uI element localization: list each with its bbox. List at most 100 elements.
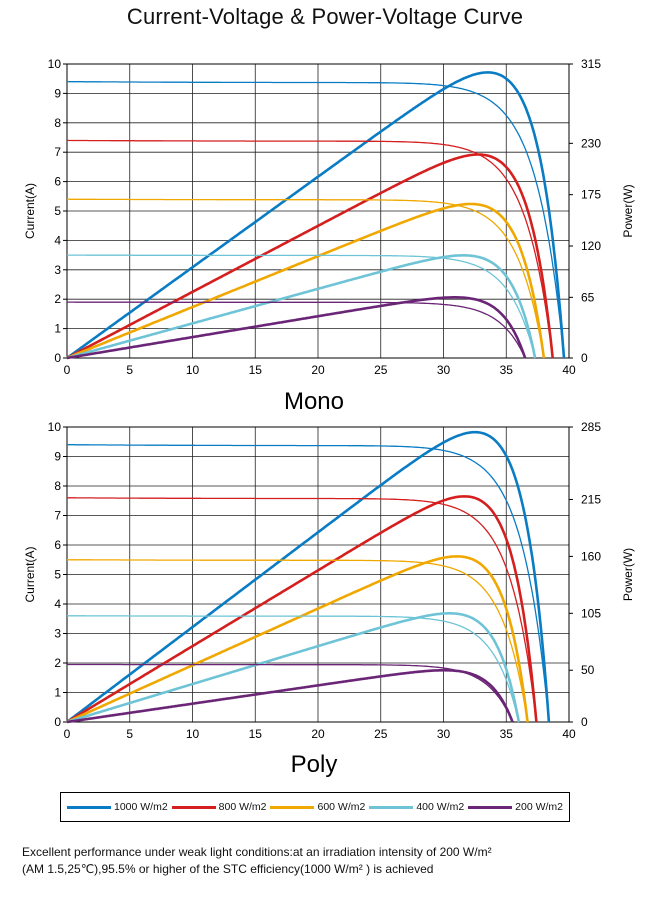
legend-item: 400 W/m2 bbox=[369, 801, 464, 813]
iv-curve-series bbox=[67, 139, 554, 359]
x-tick-label: 25 bbox=[374, 727, 388, 741]
y2-tick-label: 175 bbox=[581, 188, 601, 202]
legend-item: 1000 W/m2 bbox=[66, 801, 168, 813]
iv-curve-series bbox=[67, 301, 526, 359]
y2-tick-label: 65 bbox=[581, 290, 595, 304]
y-tick-label: 6 bbox=[54, 175, 61, 189]
y-tick-label: 0 bbox=[54, 351, 61, 365]
panel-title: Poly bbox=[291, 751, 338, 778]
y2-tick-label: 0 bbox=[581, 715, 588, 729]
iv-curve-series bbox=[67, 80, 565, 359]
y-axis-label: Current(A) bbox=[23, 546, 37, 602]
y2-tick-label: 120 bbox=[581, 239, 601, 253]
x-tick-label: 40 bbox=[562, 727, 576, 741]
x-tick-label: 5 bbox=[126, 727, 133, 741]
iv-curve-series bbox=[67, 254, 536, 359]
pv-curve-series bbox=[66, 295, 527, 360]
y-tick-label: 9 bbox=[54, 450, 61, 464]
x-tick-label: 15 bbox=[249, 727, 263, 741]
y2-tick-label: 315 bbox=[581, 57, 601, 71]
legend-label: 800 W/m2 bbox=[218, 801, 267, 813]
x-tick-label: 35 bbox=[500, 727, 514, 741]
y-tick-label: 10 bbox=[48, 420, 62, 434]
y2-tick-label: 285 bbox=[581, 420, 601, 434]
x-tick-label: 35 bbox=[500, 363, 514, 377]
pv-curve-series bbox=[66, 153, 554, 360]
x-tick-label: 20 bbox=[311, 363, 325, 377]
y2-axis-label: Power(W) bbox=[621, 548, 635, 601]
y-tick-label: 4 bbox=[54, 233, 61, 247]
y-tick-label: 1 bbox=[54, 322, 61, 336]
pv-curve-series bbox=[66, 202, 546, 360]
x-tick-label: 30 bbox=[437, 363, 451, 377]
y-tick-label: 1 bbox=[54, 686, 61, 700]
y-tick-label: 9 bbox=[54, 86, 61, 100]
legend-swatch bbox=[468, 805, 513, 809]
pv-curve-series bbox=[66, 555, 529, 724]
legend-swatch bbox=[369, 805, 414, 809]
legend-item: 600 W/m2 bbox=[270, 801, 365, 813]
y-tick-label: 2 bbox=[54, 292, 61, 306]
pv-curve-series bbox=[66, 495, 538, 724]
x-tick-label: 30 bbox=[437, 727, 451, 741]
x-tick-label: 0 bbox=[64, 363, 71, 377]
panel-title: Mono bbox=[284, 388, 344, 415]
footnote: Excellent performance under weak light c… bbox=[22, 844, 492, 878]
iv-curve-series bbox=[67, 559, 529, 723]
legend-swatch bbox=[171, 805, 216, 809]
iv-curve-series bbox=[67, 198, 545, 359]
y2-tick-label: 160 bbox=[581, 549, 601, 563]
y-tick-label: 10 bbox=[48, 57, 62, 71]
y-tick-label: 5 bbox=[54, 568, 61, 582]
chart-panel-mono: 0 5 10 15 20 25 30 35 40 0 1 2 3 4 5 6 7 8 9 10 0 65 120 175 230… bbox=[23, 57, 635, 415]
x-tick-label: 25 bbox=[374, 363, 388, 377]
pv-curve-series bbox=[66, 611, 521, 724]
y2-tick-label: 215 bbox=[581, 492, 601, 506]
y-tick-label: 3 bbox=[54, 627, 61, 641]
footnote-line-1: Excellent performance under weak light c… bbox=[22, 845, 492, 859]
pv-curve-series bbox=[66, 430, 551, 724]
pv-curve-series bbox=[66, 668, 514, 724]
legend-item: 800 W/m2 bbox=[171, 801, 267, 813]
y-axis-label: Current(A) bbox=[23, 183, 37, 239]
chart-canvas: 0 5 10 15 20 25 30 35 40012345678910065120175230… bbox=[23, 57, 635, 778]
y-tick-label: 0 bbox=[54, 715, 61, 729]
x-tick-label: 10 bbox=[186, 727, 200, 741]
legend-label: 600 W/m2 bbox=[317, 801, 366, 813]
y2-tick-label: 0 bbox=[581, 351, 588, 365]
y-tick-label: 8 bbox=[54, 116, 61, 130]
y2-tick-label: 105 bbox=[581, 606, 601, 620]
iv-curve-series bbox=[67, 663, 514, 723]
x-tick-label: 0 bbox=[64, 727, 71, 741]
chart-title: Current-Voltage & Power-Voltage Curve bbox=[126, 4, 524, 29]
iv-curve-series bbox=[67, 615, 520, 723]
y2-axis-label: Power(W) bbox=[621, 184, 635, 237]
legend-swatch bbox=[66, 805, 111, 809]
y-tick-label: 8 bbox=[54, 479, 61, 493]
legend-swatch bbox=[270, 805, 315, 809]
y-tick-label: 2 bbox=[54, 656, 61, 670]
x-tick-label: 10 bbox=[186, 363, 200, 377]
iv-curve-series bbox=[67, 497, 538, 723]
y-tick-label: 5 bbox=[54, 204, 61, 218]
footnote-line-2: (AM 1.5,25℃),95.5% or higher of the STC … bbox=[22, 862, 434, 876]
y2-tick-label: 230 bbox=[581, 136, 601, 150]
pv-curve-series bbox=[66, 254, 537, 360]
y-tick-label: 4 bbox=[54, 597, 61, 611]
x-tick-label: 15 bbox=[249, 363, 263, 377]
x-tick-label: 5 bbox=[126, 363, 133, 377]
y-tick-label: 3 bbox=[54, 263, 61, 277]
pv-curve-series bbox=[66, 71, 566, 360]
legend-item: 200 W/m2 bbox=[468, 801, 563, 813]
y-tick-label: 6 bbox=[54, 538, 61, 552]
x-tick-label: 20 bbox=[311, 727, 325, 741]
legend-label: 400 W/m2 bbox=[416, 801, 465, 813]
y-tick-label: 7 bbox=[54, 145, 61, 159]
legend: 1000 W/m2 800 W/m2 600 W/m2 400 W/m2 200 W/m… bbox=[60, 792, 570, 822]
y-tick-label: 7 bbox=[54, 509, 61, 523]
y2-tick-label: 50 bbox=[581, 663, 595, 677]
iv-curve-series bbox=[67, 444, 550, 723]
chart-panel-poly: 0 5 10 15 20 25 30 35 40 0 1 2 3 4 5 6 7 8 9 10 0 50 105 160 215… bbox=[23, 420, 635, 778]
x-tick-label: 40 bbox=[562, 363, 576, 377]
legend-label: 1000 W/m2 bbox=[113, 801, 168, 813]
